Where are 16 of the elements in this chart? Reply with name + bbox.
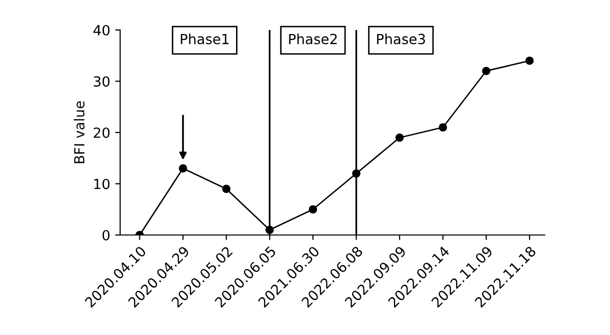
y-tick-label: 20: [94, 127, 110, 138]
y-tick-label: 10: [94, 178, 110, 190]
point: [308, 205, 318, 214]
y-tick-label: 40: [93, 24, 110, 36]
annotation: Phase3: [377, 34, 425, 44]
point: [222, 184, 230, 194]
y-tick-label: 0: [102, 230, 110, 240]
point: [525, 56, 534, 65]
y-tick-label: 30: [94, 76, 110, 87]
y-axis-title: BFI value: [74, 101, 85, 164]
point: [395, 133, 404, 142]
annotation: Phase2: [289, 34, 337, 44]
point: [482, 66, 490, 76]
point: [178, 164, 188, 173]
annotation: Phase1: [180, 34, 229, 44]
point: [438, 123, 448, 132]
